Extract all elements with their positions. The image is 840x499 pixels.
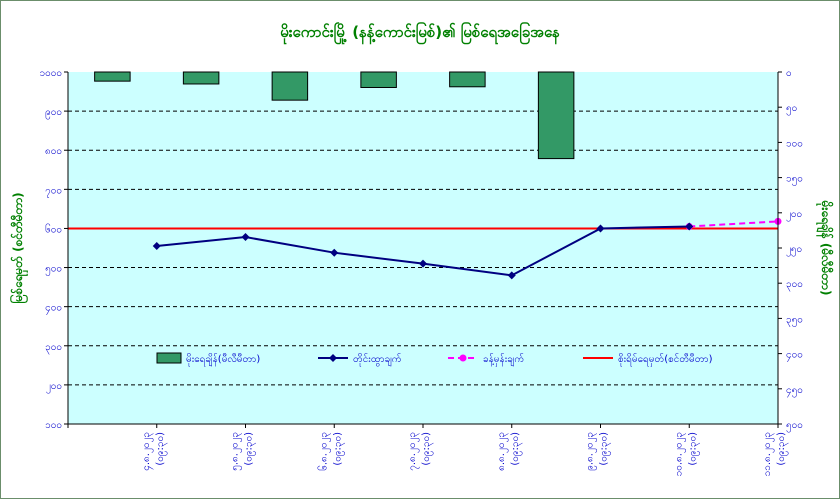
right-tick-label: ၃၅၀: [786, 314, 803, 327]
rainfall-bar: [94, 71, 131, 82]
left-tick-label: ၂၀၀: [46, 381, 62, 394]
right-tick-label: ၀: [786, 68, 792, 79]
x-tick-time: (၀၉:၃၀): [687, 432, 700, 466]
plot-background: [68, 72, 778, 424]
legend-rain-label: မိုးရေချိန်(မီလီမီတာ): [186, 352, 260, 367]
legend-observed-label: တိုင်းထွာချက်: [353, 352, 402, 367]
rainfall-bar: [182, 71, 220, 85]
legend-forecast-marker: [459, 354, 467, 362]
plot-area: ၁၀၀၀၉၀၀၈၀၀၇၀၀၆၀၀၅၀၀၄၀၀၃၀၀၂၀၀၁၀၀၀၅၀၁၀၀၁၅၀…: [40, 68, 803, 476]
right-tick-label: ၄၀၀: [786, 350, 803, 363]
forecast-line: [689, 220, 779, 228]
right-tick-label: ၃၀၀: [786, 279, 803, 292]
left-tick-label: ၉၀၀: [45, 107, 62, 120]
x-tick-label-group: ၆.၈.၂၀၂၃ (၀၉:၃၀): [316, 432, 345, 471]
left-axis-label: မြစ်ရေမှတ် (စင်တီမီတာ): [8, 192, 29, 303]
x-tick-date: ၉.၈.၂၀၂၃: [585, 432, 598, 471]
right-tick-label: ၂၀၀: [786, 209, 802, 222]
observed-point: [152, 242, 161, 251]
legend-observed-marker: [329, 354, 337, 362]
x-tick-label-group: ၉.၈.၂၀၂၃ (၀၉:၃၀): [585, 432, 612, 471]
x-tick-label-group: ၁၀.၈.၂၀၂၃ (၀၉:၃၀): [673, 432, 700, 477]
left-tick-label: ၆၀၀: [45, 222, 62, 235]
left-tick-label: ၅၀၀: [45, 264, 62, 277]
rainfall-bar: [449, 71, 486, 88]
left-tick-label: ၃၀၀: [45, 342, 62, 355]
right-axis-label: မိုးရေချိန် (မီလီမီတာ): [815, 200, 835, 296]
observed-point: [419, 259, 427, 268]
x-tick-time: (၀၉:၃၀): [776, 432, 789, 466]
left-tick-label: ၇၀၀: [45, 185, 62, 198]
right-tick-label: ၂၅၀: [786, 244, 802, 257]
x-tick-date: ၆.၈.၂၀၂၃: [316, 432, 331, 471]
legend-rain-swatch: [156, 352, 182, 364]
x-tick-date: ၄.၈.၂၀၂၃: [141, 432, 154, 471]
rainfall-bar: [360, 71, 397, 88]
legend-forecast-label: ခန့်မှန်းချက်: [483, 352, 524, 367]
observed-point: [507, 271, 516, 280]
observed-point: [241, 233, 250, 242]
left-tick-label: ၈၀၀: [45, 146, 62, 157]
x-tick-time: (၀၉:၃၀): [244, 432, 257, 466]
observed-point: [685, 222, 694, 231]
x-tick-date: ၇.၈.၂၀၂၃: [407, 432, 420, 471]
x-tick-label-group: ၄.၈.၂၀၂၃ (၀၉:၃၀): [141, 432, 168, 471]
x-tick-date: ၈.၈.၂၀၂၃: [496, 432, 509, 471]
left-tick-label: ၄၀၀: [45, 303, 62, 316]
x-tick-time: (၀၉:၃၀): [421, 432, 434, 466]
legend-danger-label: စိုးရိမ်ရေမှတ်(စင်တီမီတာ): [618, 352, 713, 367]
x-tick-date: ၅.၈.၂၀၂၃: [230, 432, 243, 471]
x-tick-time: (၀၉:၃၀): [155, 432, 168, 466]
x-tick-time: (၀၉:၃၀): [510, 432, 523, 466]
observed-point: [596, 224, 605, 233]
rainfall-bar: [537, 71, 575, 160]
x-tick-date: ၁၀.၈.၂၀၂၃: [673, 432, 686, 476]
observed-point: [330, 248, 339, 257]
x-tick-date: ၁၁.၈.၂၀၂၃: [762, 432, 775, 476]
left-tick-label: ၁၀၀: [45, 420, 62, 431]
right-tick-label: ၅၀: [786, 103, 797, 116]
right-tick-label: ၁၅၀: [786, 174, 803, 187]
rainfall-bar: [271, 71, 309, 101]
x-tick-label-group: ၇.၈.၂၀၂၃ (၀၉:၃၀): [407, 432, 434, 471]
x-tick-label-group: ၈.၈.၂၀၂၃ (၀၉:၃၀): [496, 432, 523, 471]
right-tick-label: ၄၅၀: [786, 385, 803, 398]
left-tick-label: ၁၀၀၀: [40, 68, 63, 79]
chart-title: မိုးကောင်းမြို့ (နန့်ကောင်းမြစ်)၏ မြစ်ရေ…: [280, 21, 560, 45]
x-tick-time: (၀၉:၃၀): [599, 432, 612, 466]
x-tick-label-group: ၁၁.၈.၂၀၂၃ (၀၉:၃၀): [762, 432, 789, 477]
right-tick-label: ၁၀၀: [786, 138, 803, 149]
x-tick-time: (၀၉:၃၀): [332, 432, 345, 466]
x-tick-label-group: ၅.၈.၂၀၂၃ (၀၉:၃၀): [230, 432, 257, 471]
right-tick-label: ၅၀၀: [786, 420, 803, 433]
